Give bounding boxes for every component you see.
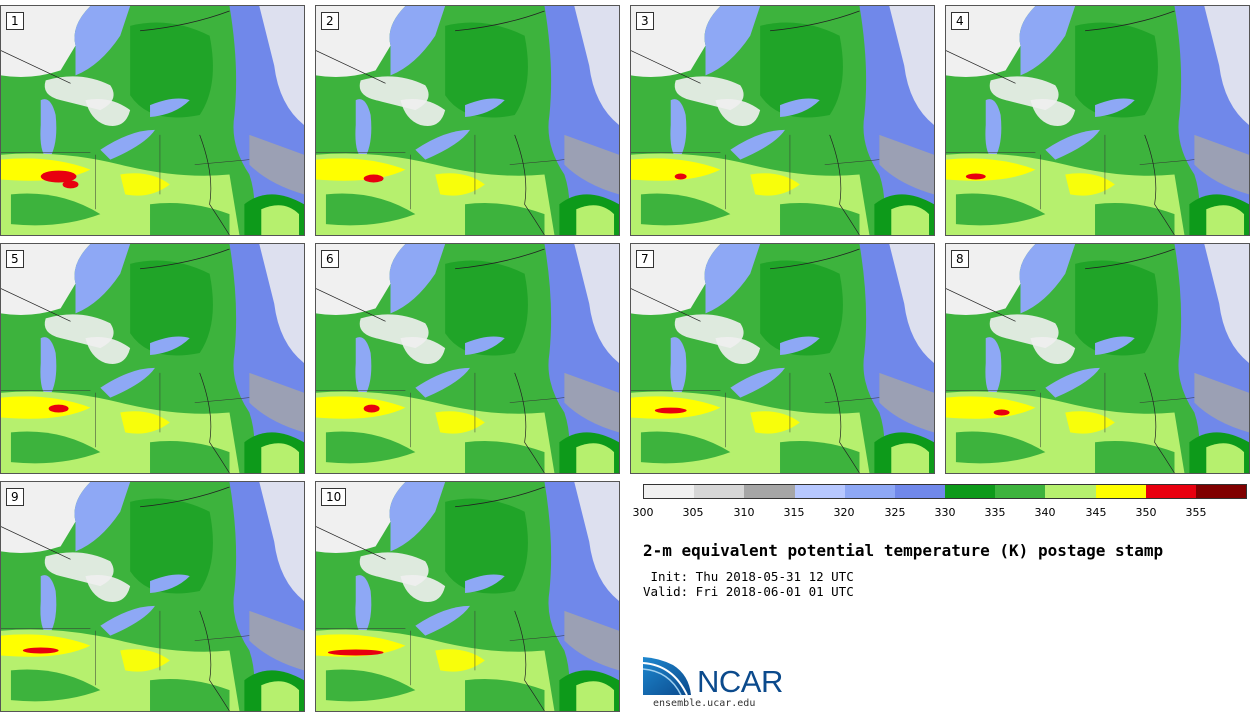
stamp-label: 1 (6, 12, 24, 30)
colorbar-tick: 335 (984, 506, 1006, 519)
colorbar-tick: 315 (783, 506, 805, 519)
init-time: Init: Thu 2018-05-31 12 UTC (643, 569, 854, 584)
stamp-label: 6 (321, 250, 339, 268)
colorbar-tick: 340 (1034, 506, 1056, 519)
valid-time: Valid: Fri 2018-06-01 01 UTC (643, 584, 854, 599)
colorbar-swatch (644, 485, 695, 498)
colorbar-swatch (844, 485, 895, 498)
stamp-label: 3 (636, 12, 654, 30)
colorbar-swatch (744, 485, 795, 498)
stamp-label: 4 (951, 12, 969, 30)
colorbar-tick: 330 (934, 506, 956, 519)
stamp-map: 4 (945, 5, 1250, 236)
stamp-map: 10 (315, 481, 620, 712)
colorbar-tick: 325 (884, 506, 906, 519)
stamp-label: 9 (6, 488, 24, 506)
colorbar-swatch (694, 485, 745, 498)
stamp-map: 5 (0, 243, 305, 474)
colorbar-swatch (794, 485, 845, 498)
colorbar-tick: 300 (632, 506, 654, 519)
colorbar-tick: 305 (682, 506, 704, 519)
figure-title: 2-m equivalent potential temperature (K)… (643, 541, 1164, 560)
stamp-map: 7 (630, 243, 935, 474)
colorbar (643, 484, 1247, 499)
stamp-map: 8 (945, 243, 1250, 474)
stamp-map: 6 (315, 243, 620, 474)
colorbar-swatch (1195, 485, 1247, 498)
stamp-label: 5 (6, 250, 24, 268)
site-url: ensemble.ucar.edu (653, 698, 756, 709)
colorbar-tick: 350 (1135, 506, 1157, 519)
colorbar-swatch (894, 485, 946, 498)
stamp-label: 7 (636, 250, 654, 268)
colorbar-swatch (945, 485, 996, 498)
stamp-map: 2 (315, 5, 620, 236)
colorbar-tick: 310 (733, 506, 755, 519)
stamp-map: 9 (0, 481, 305, 712)
stamp-label: 8 (951, 250, 969, 268)
ncar-logo-icon (643, 657, 691, 696)
logo-text: NCAR (697, 664, 783, 699)
colorbar-swatch (1145, 485, 1196, 498)
stamp-label: 10 (321, 488, 347, 506)
colorbar-tick: 355 (1185, 506, 1207, 519)
stamp-label: 2 (321, 12, 339, 30)
colorbar-swatch (1095, 485, 1146, 498)
colorbar-tick: 320 (833, 506, 855, 519)
colorbar-tick: 345 (1085, 506, 1107, 519)
colorbar-swatch (1045, 485, 1096, 498)
stamp-map: 3 (630, 5, 935, 236)
stamp-map: 1 (0, 5, 305, 236)
colorbar-swatch (995, 485, 1046, 498)
